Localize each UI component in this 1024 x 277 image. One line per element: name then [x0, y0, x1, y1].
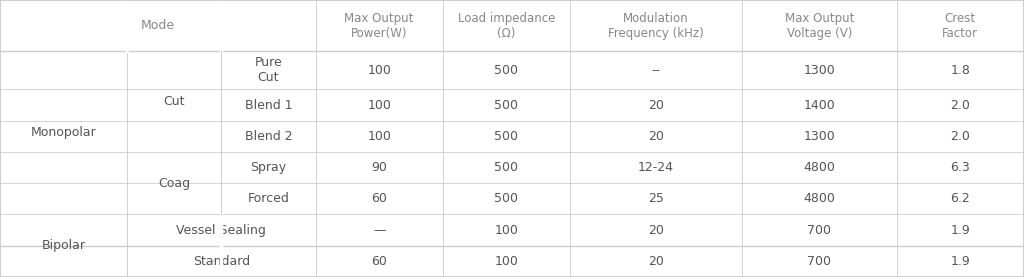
- Text: 20: 20: [648, 255, 664, 268]
- Text: 500: 500: [495, 64, 518, 77]
- Text: 4800: 4800: [803, 192, 836, 205]
- Text: Vessel Sealing: Vessel Sealing: [176, 224, 266, 237]
- Text: Pure
Cut: Pure Cut: [255, 56, 283, 84]
- Text: 100: 100: [495, 255, 518, 268]
- Text: 700: 700: [807, 224, 831, 237]
- Text: 20: 20: [648, 130, 664, 143]
- Text: 6.2: 6.2: [950, 192, 970, 205]
- Text: 60: 60: [372, 192, 387, 205]
- Text: 1400: 1400: [803, 99, 836, 112]
- Text: 1300: 1300: [803, 64, 836, 77]
- Text: Blend 1: Blend 1: [245, 99, 292, 112]
- Text: 60: 60: [372, 255, 387, 268]
- Text: Modulation
Frequency (kHz): Modulation Frequency (kHz): [608, 12, 703, 40]
- Text: 12-24: 12-24: [638, 161, 674, 174]
- Text: Blend 2: Blend 2: [245, 130, 292, 143]
- Text: 1300: 1300: [803, 130, 836, 143]
- Text: 1.9: 1.9: [950, 255, 970, 268]
- Text: Standard: Standard: [193, 255, 250, 268]
- Text: 90: 90: [372, 161, 387, 174]
- Text: 6.3: 6.3: [950, 161, 970, 174]
- Text: 100: 100: [368, 99, 391, 112]
- Text: —: —: [373, 224, 385, 237]
- Text: 500: 500: [495, 192, 518, 205]
- Text: 2.0: 2.0: [950, 130, 971, 143]
- Text: Crest
Factor: Crest Factor: [942, 12, 978, 40]
- Text: Coag: Coag: [159, 177, 190, 190]
- Text: Monopolar: Monopolar: [31, 126, 96, 139]
- Text: 500: 500: [495, 130, 518, 143]
- Text: Cut: Cut: [164, 95, 185, 108]
- Text: Bipolar: Bipolar: [42, 239, 86, 252]
- Text: Max Output
Voltage (V): Max Output Voltage (V): [784, 12, 854, 40]
- Text: Spray: Spray: [251, 161, 287, 174]
- Text: 2.0: 2.0: [950, 99, 971, 112]
- Text: Load impedance
(Ω): Load impedance (Ω): [458, 12, 555, 40]
- Text: 500: 500: [495, 99, 518, 112]
- Text: 1.8: 1.8: [950, 64, 971, 77]
- Text: 100: 100: [495, 224, 518, 237]
- Text: 100: 100: [368, 64, 391, 77]
- Text: 20: 20: [648, 224, 664, 237]
- Text: --: --: [651, 64, 660, 77]
- Text: 500: 500: [495, 161, 518, 174]
- Text: Forced: Forced: [248, 192, 290, 205]
- Text: 700: 700: [807, 255, 831, 268]
- Text: 100: 100: [368, 130, 391, 143]
- Text: 4800: 4800: [803, 161, 836, 174]
- Text: 25: 25: [648, 192, 664, 205]
- Text: 1.9: 1.9: [950, 224, 970, 237]
- Text: Max Output
Power(W): Max Output Power(W): [344, 12, 414, 40]
- Text: 20: 20: [648, 99, 664, 112]
- Text: Mode: Mode: [140, 19, 175, 32]
